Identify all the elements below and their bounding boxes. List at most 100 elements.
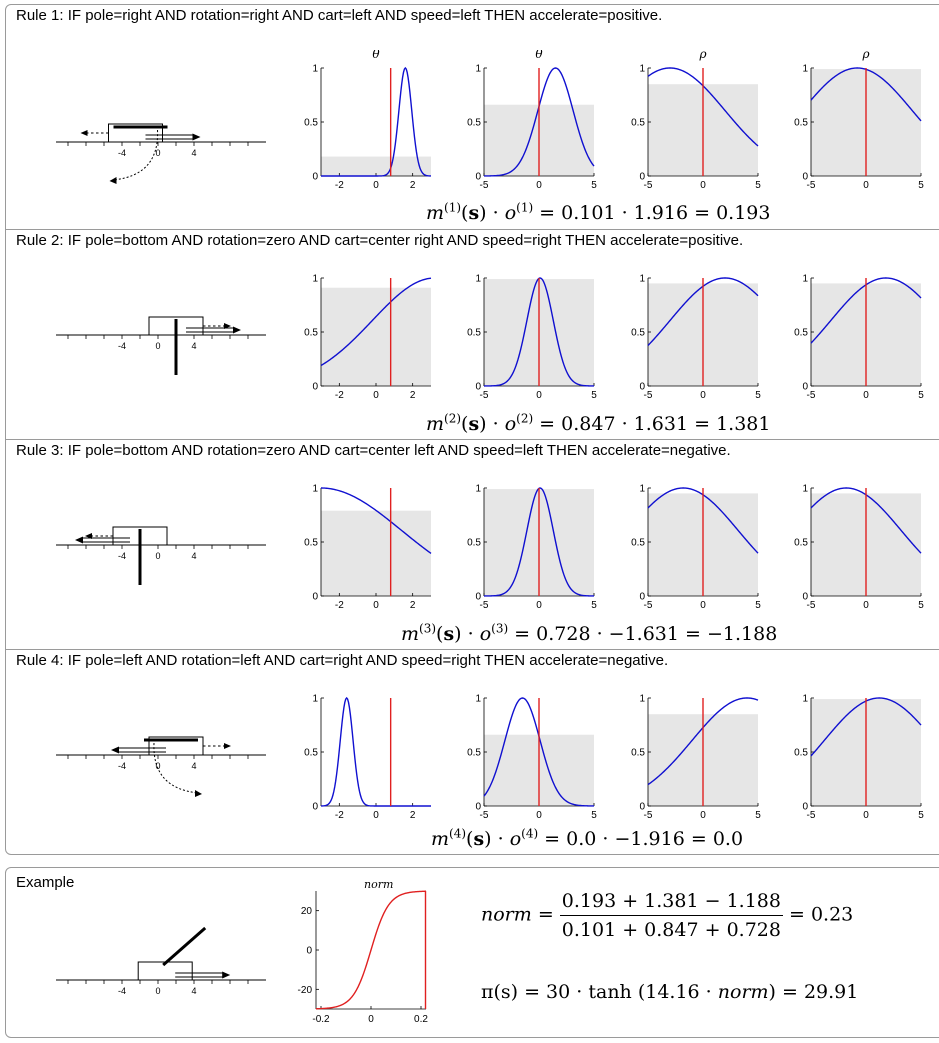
cart-axis-tick: 4	[191, 761, 196, 771]
cart-axis-tick: 0	[155, 986, 160, 996]
x-tick-label: 0	[536, 390, 542, 401]
y-tick-label: 1	[312, 694, 318, 705]
norm-formula: norm = 0.193 + 1.381 − 1.188 0.101 + 0.84…	[481, 890, 854, 941]
x-tick-label: 0	[863, 810, 869, 821]
accelerate-arrow	[192, 133, 201, 141]
x-tick-label: -5	[480, 390, 489, 401]
y-tick-label: 0	[802, 172, 808, 183]
membership-chart-2: 10.50-5 0 5	[467, 694, 597, 822]
y-tick-label: 1	[312, 64, 318, 75]
y-tick-label: 20	[301, 906, 313, 917]
y-tick-label: 0.5	[304, 538, 318, 549]
norm-chart-title: norm	[364, 878, 394, 891]
cart-axis-tick: 4	[191, 551, 196, 561]
x-tick-label: 0	[373, 390, 379, 401]
velocity-arrow	[80, 130, 88, 136]
y-tick-label: 0	[475, 382, 481, 393]
y-tick-label: 1	[312, 484, 318, 495]
x-tick-label: 0	[863, 180, 869, 191]
x-tick-label: -0.2	[312, 1014, 330, 1025]
x-tick-label: 5	[755, 180, 761, 191]
x-tick-label: 0	[700, 810, 706, 821]
x-tick-label: -5	[807, 600, 816, 611]
x-tick-label: -2	[335, 180, 344, 191]
y-tick-label: 0	[802, 382, 808, 393]
x-tick-label: 5	[918, 390, 924, 401]
rule-4: Rule 4: IF pole=left AND rotation=left A…	[6, 650, 939, 855]
x-tick-label: 0.2	[414, 1014, 428, 1025]
y-tick-label: 0.5	[631, 748, 645, 759]
y-tick-label: 1	[802, 274, 808, 285]
membership-chart-2: θ̇10.50-5 0 5	[467, 50, 597, 191]
y-tick-label: 0	[312, 802, 318, 813]
membership-chart-2: 10.50-5 0 5	[467, 484, 597, 612]
x-tick-label: 5	[755, 390, 761, 401]
cart-axis-tick: -4	[118, 148, 126, 158]
cart-axis-tick: -4	[118, 341, 126, 351]
rule-1-cartpole: -4 0 4	[56, 123, 266, 184]
y-tick-label: -20	[298, 985, 313, 996]
rule-2: Rule 2: IF pole=bottom AND rotation=zero…	[6, 230, 939, 440]
y-tick-label: 0	[639, 592, 645, 603]
velocity-arrow	[85, 533, 92, 539]
x-tick-label: -5	[480, 600, 489, 611]
y-tick-label: 1	[639, 484, 645, 495]
var-title: θ	[372, 50, 380, 61]
y-tick-label: 0.5	[467, 538, 481, 549]
x-tick-label: 5	[918, 600, 924, 611]
membership-curve	[320, 696, 431, 807]
firing-area	[321, 287, 431, 386]
y-tick-label: 0.5	[794, 538, 808, 549]
y-tick-label: 0.5	[467, 118, 481, 129]
x-tick-label: 0	[700, 600, 706, 611]
x-tick-label: -5	[644, 180, 653, 191]
rule-1-title: Rule 1: IF pole=right AND rotation=right…	[16, 7, 663, 24]
y-tick-label: 1	[475, 64, 481, 75]
membership-chart-4: 10.50-5 0 5	[794, 484, 924, 612]
rule-1-formula: m(1)(s) · o(1) = 0.101 · 1.916 = 0.193	[426, 200, 771, 224]
y-tick-label: 0	[639, 802, 645, 813]
membership-chart-4: 10.50-5 0 5	[794, 274, 924, 402]
x-tick-label: 0	[536, 810, 542, 821]
x-tick-label: -5	[644, 810, 653, 821]
y-tick-label: 0.5	[631, 118, 645, 129]
x-tick-label: 0	[863, 600, 869, 611]
y-tick-label: 0.5	[794, 118, 808, 129]
membership-chart-4: ρ̇10.50-5 0 5	[794, 50, 924, 191]
rule-4-formula: m(4)(s) · o(4) = 0.0 · −1.916 = 0.0	[431, 826, 744, 850]
accelerate-arrow	[233, 326, 241, 334]
y-tick-label: 0	[312, 592, 318, 603]
x-tick-label: 5	[755, 810, 761, 821]
tanh-curve	[315, 890, 427, 1010]
y-tick-label: 0	[475, 172, 481, 183]
rule-3-title: Rule 3: IF pole=bottom AND rotation=zero…	[16, 442, 731, 459]
x-tick-label: 5	[918, 810, 924, 821]
y-tick-label: 0.5	[794, 748, 808, 759]
cart-axis-tick: -4	[118, 551, 126, 561]
y-tick-label: 1	[475, 484, 481, 495]
x-tick-label: -5	[807, 810, 816, 821]
velocity-arrow	[224, 743, 231, 749]
velocity-arrow	[224, 323, 231, 329]
x-tick-label: 0	[700, 180, 706, 191]
y-tick-label: 1	[475, 274, 481, 285]
y-tick-label: 1	[802, 64, 808, 75]
rotation-arrow	[153, 742, 199, 794]
membership-chart-4: 10.50-5 0 5	[794, 694, 924, 822]
y-tick-label: 1	[639, 64, 645, 75]
x-tick-label: -2	[335, 390, 344, 401]
y-tick-label: 0.5	[794, 328, 808, 339]
y-tick-label: 0	[475, 592, 481, 603]
firing-area	[321, 156, 431, 176]
x-tick-label: -2	[335, 600, 344, 611]
example-cartpole: -4 0 4	[56, 926, 266, 996]
x-tick-label: 0	[700, 390, 706, 401]
membership-chart-3: 10.50-5 0 5	[631, 484, 761, 612]
x-tick-label: 0	[373, 180, 379, 191]
example-label: Example	[16, 874, 75, 891]
y-tick-label: 0	[312, 172, 318, 183]
y-tick-label: 0.5	[467, 748, 481, 759]
rule-3-formula: m(3)(s) · o(3) = 0.728 · −1.631 = −1.188	[401, 621, 778, 645]
accelerate-arrow	[75, 536, 83, 544]
cart-axis-tick: 0	[155, 551, 160, 561]
